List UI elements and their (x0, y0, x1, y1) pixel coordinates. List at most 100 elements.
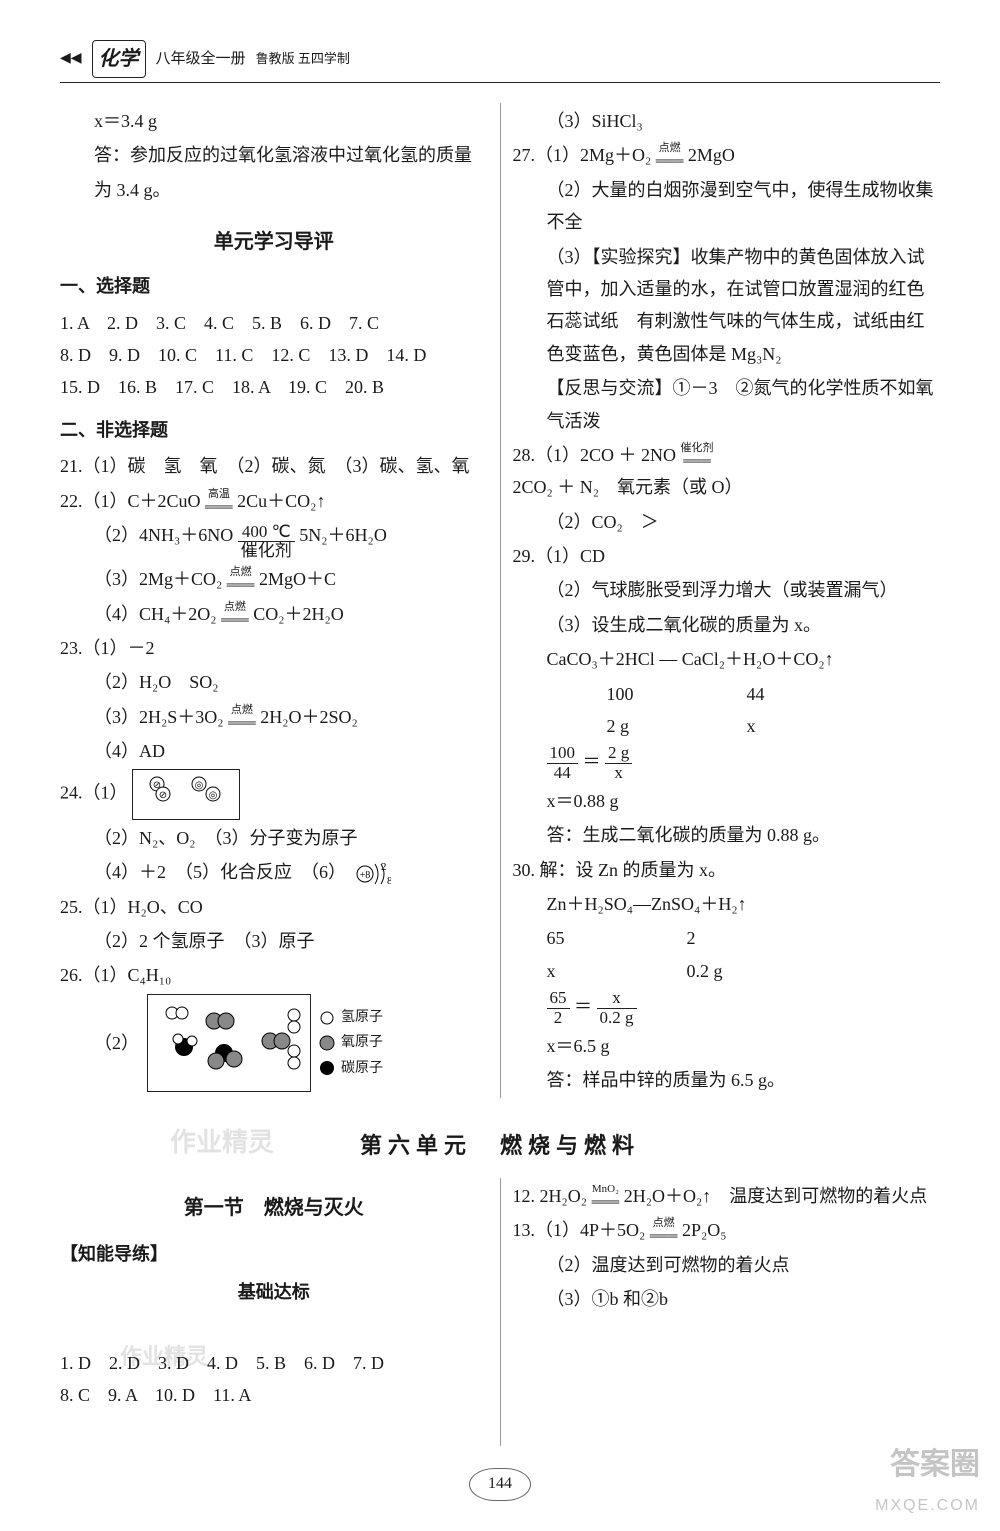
basics-title: 基础达标 (60, 1276, 488, 1308)
q22-4: （4）CH₄＋2O₂ 点燃═══ CO₂＋2H₂O (60, 598, 488, 630)
q29-ans1: x＝0.88 g (513, 785, 941, 817)
q25-1: 25.（1）H₂O、CO (60, 891, 488, 923)
brand-logo: ◀◀ (60, 46, 82, 71)
q24-1-label: 24.（1） (60, 783, 128, 803)
q29-1: 29.（1）CD (513, 540, 941, 572)
eq-arrow-icon: 点燃═══ (228, 705, 256, 729)
svg-text:8: 8 (387, 875, 391, 887)
q22-2-pre: （2）4NH₃＋6NO (94, 525, 233, 545)
q29-r2a: 2 g (607, 710, 747, 742)
lower-left: 第一节 燃烧与灭火 【知能导练】 基础达标 1. D 2. D 3. D 4. … (60, 1178, 501, 1446)
lower-columns: 第一节 燃烧与灭火 【知能导练】 基础达标 1. D 2. D 3. D 4. … (60, 1178, 940, 1446)
electron-shell-icon: +8 2 8 (351, 860, 391, 888)
q23-3: （3）2H₂S＋3O₂ 点燃═══ 2H₂O＋2SO₂ (60, 701, 488, 733)
q30-ans2: 答：样品中锌的质量为 6.5 g。 (513, 1064, 941, 1096)
q25-2: （2）2 个氢原子 （3）原子 (60, 925, 488, 957)
unit-review-title: 单元学习导评 (60, 224, 488, 260)
q30-r2a: x (547, 955, 687, 987)
q29-r1a: 100 (607, 678, 747, 710)
q27-2: （2）大量的白烟弥漫到空气中，使得生成物收集不全 (513, 174, 941, 239)
eq-arrow-icon: 点燃═══ (650, 1218, 678, 1242)
eq-arrow-icon: 点燃═══ (221, 602, 249, 626)
q30-head: 30. 解：设 Zn 的质量为 x。 (513, 854, 941, 886)
svg-text:+8: +8 (359, 870, 370, 881)
legend-o: 氧原子 (341, 1030, 383, 1055)
q29-mass-row1: 10044 (513, 678, 941, 710)
q12-pre: 12. 2H₂O₂ (513, 1186, 588, 1206)
eq-arrow-icon: MnO₂═══ (592, 1184, 620, 1208)
q13-1-post: 2P₂O₅ (682, 1220, 727, 1240)
q29-r1b: 44 (747, 678, 907, 710)
q29-2: （2）气球膨胀受到浮力增大（或装置漏气） (513, 574, 941, 606)
q22-1-pre: 22.（1）C＋2CuO (60, 491, 201, 511)
basics-mcq-text: 1. D 2. D 3. D 4. D 5. B 6. D 7. D 8. C … (60, 1353, 384, 1405)
q12-post: 2H₂O＋O₂↑ 温度达到可燃物的着火点 (624, 1186, 928, 1206)
page-number: 144 (60, 1466, 940, 1501)
q27-3: （3）【实验探究】收集产物中的黄色固体放入试管中，加入适量的水，在试管口放置湿润… (513, 241, 941, 371)
q22-4-post: CO₂＋2H₂O (253, 604, 344, 624)
eq-arrow-icon: 催化剂═══ (681, 443, 714, 467)
grade-text: 八年级全一册 (156, 46, 246, 73)
mcq-answers: 1. A 2. D 3. C 4. C 5. B 6. D 7. C 8. D … (60, 307, 488, 404)
upper-columns: x＝3.4 g 答：参加反应的过氧化氢溶液中过氧化氢的质量 为 3.4 g。 单… (60, 103, 940, 1098)
q22-3-pre: （3）2Mg＋CO₂ (94, 569, 222, 589)
q22-1-post: 2Cu＋CO₂↑ (237, 491, 325, 511)
q22-3-post: 2MgO＋C (259, 569, 336, 589)
q30-r1a: 65 (547, 922, 687, 954)
molecule-diagram-icon (147, 994, 311, 1092)
q24-1: 24.（1） ⊘ ⊘ ◎ ◎ (60, 769, 488, 819)
q23-3-pre: （3）2H₂S＋3O₂ (94, 707, 224, 727)
bracket-head: 【知能导练】 (60, 1238, 488, 1270)
atom-legend: 氢原子 氧原子 碳原子 (319, 1005, 383, 1081)
edition-text: 鲁教版 五四学制 (256, 47, 350, 70)
q22-1: 22.（1）C＋2CuO 高温═══ 2Cu＋CO₂↑ (60, 485, 488, 517)
q21: 21.（1）碳 氢 氧 （2）碳、氮 （3）碳、氢、氧 (60, 450, 488, 482)
footer-watermark: 答案圈 MXQE.COM (875, 1438, 980, 1521)
subject-brand: 化学 (92, 40, 146, 78)
q22-4-pre: （4）CH₄＋2O₂ (94, 604, 217, 624)
basics-mcq: 1. D 2. D 3. D 4. D 5. B 6. D 7. D 8. C … (60, 1315, 488, 1445)
pre-line-1: x＝3.4 g (60, 105, 488, 137)
q30-eq: Zn＋H₂SO₄⎯⎯ZnSO₄＋H₂↑ (513, 888, 941, 920)
q24-4: （4）＋2 （5）化合反应 （6） +8 2 8 (60, 856, 488, 888)
q26-1: 26.（1）C₄H₁₀ (60, 959, 488, 991)
q28-1-post: 2CO₂ ＋ N₂ 氧元素（或 O） (513, 477, 743, 497)
right-column: （3）SiHCl₃ 27.（1）2Mg＋O₂ 点燃═══ 2MgO （2）大量的… (501, 103, 941, 1098)
eq-arrow-icon: 400 ℃催化剂 (238, 523, 295, 561)
svg-text:⊘: ⊘ (159, 790, 167, 801)
q24-2: （2）N₂、O₂ （3）分子变为原子 (60, 822, 488, 854)
pre-line-2: 答：参加反应的过氧化氢溶液中过氧化氢的质量 (60, 139, 488, 171)
section-title: 第一节 燃烧与灭火 (60, 1190, 488, 1226)
q29-eq: CaCO₃＋2HCl ⎯⎯ CaCl₂＋H₂O＋CO₂↑ (513, 643, 941, 675)
q27-1-post: 2MgO (688, 145, 735, 165)
q29-ans2: 答：生成二氧化碳的质量为 0.88 g。 (513, 819, 941, 851)
q22-3: （3）2Mg＋CO₂ 点燃═══ 2MgO＋C (60, 563, 488, 595)
nmcq-title: 二、非选择题 (60, 414, 488, 446)
particle-diagram-icon: ⊘ ⊘ ◎ ◎ (132, 769, 240, 819)
q28-1-pre: 28.（1）2CO ＋ 2NO (513, 445, 677, 465)
q22-2: （2）4NH₃＋6NO 400 ℃催化剂 5N₂＋6H₂O (60, 519, 488, 561)
eq-arrow-icon: 点燃═══ (656, 143, 684, 167)
q26-2: （2） 氢原子 氧原子 碳原子 (60, 994, 488, 1092)
q12: 12. 2H₂O₂ MnO₂═══ 2H₂O＋O₂↑ 温度达到可燃物的着火点 (513, 1180, 941, 1212)
q22-2-post: 5N₂＋6H₂O (299, 525, 387, 545)
q30-frac: 652 ＝ x0.2 g (513, 989, 941, 1027)
legend-h: 氢原子 (341, 1005, 383, 1030)
q23-1: 23.（1）－2 (60, 632, 488, 664)
q27-1-pre: 27.（1）2Mg＋O₂ (513, 145, 652, 165)
q29-3: （3）设生成二氧化碳的质量为 x。 (513, 609, 941, 641)
q23-4: （4）AD (60, 735, 488, 767)
page-header: ◀◀ 化学 八年级全一册 鲁教版 五四学制 (60, 40, 940, 83)
q13-1: 13.（1）4P＋5O₂ 点燃═══ 2P₂O₅ (513, 1214, 941, 1246)
legend-c: 碳原子 (341, 1056, 383, 1081)
q27-1: 27.（1）2Mg＋O₂ 点燃═══ 2MgO (513, 139, 941, 171)
q26-2-label: （2） (94, 1027, 139, 1059)
q28-1: 28.（1）2CO ＋ 2NO 催化剂═══ 2CO₂ ＋ N₂ 氧元素（或 O… (513, 439, 941, 504)
watermark-text: 作业精灵 (120, 1337, 208, 1377)
q23-2: （2）H₂O SO₂ (60, 666, 488, 698)
q27-reflect: 【反思与交流】①－3 ②氮气的化学性质不如氧气活泼 (513, 372, 941, 437)
q23-3-post: 2H₂O＋2SO₂ (260, 707, 358, 727)
q30-r2b: 0.2 g (687, 955, 847, 987)
eq-arrow-icon: 点燃═══ (227, 567, 255, 591)
q13-3: （3）①b 和②b (513, 1283, 941, 1315)
